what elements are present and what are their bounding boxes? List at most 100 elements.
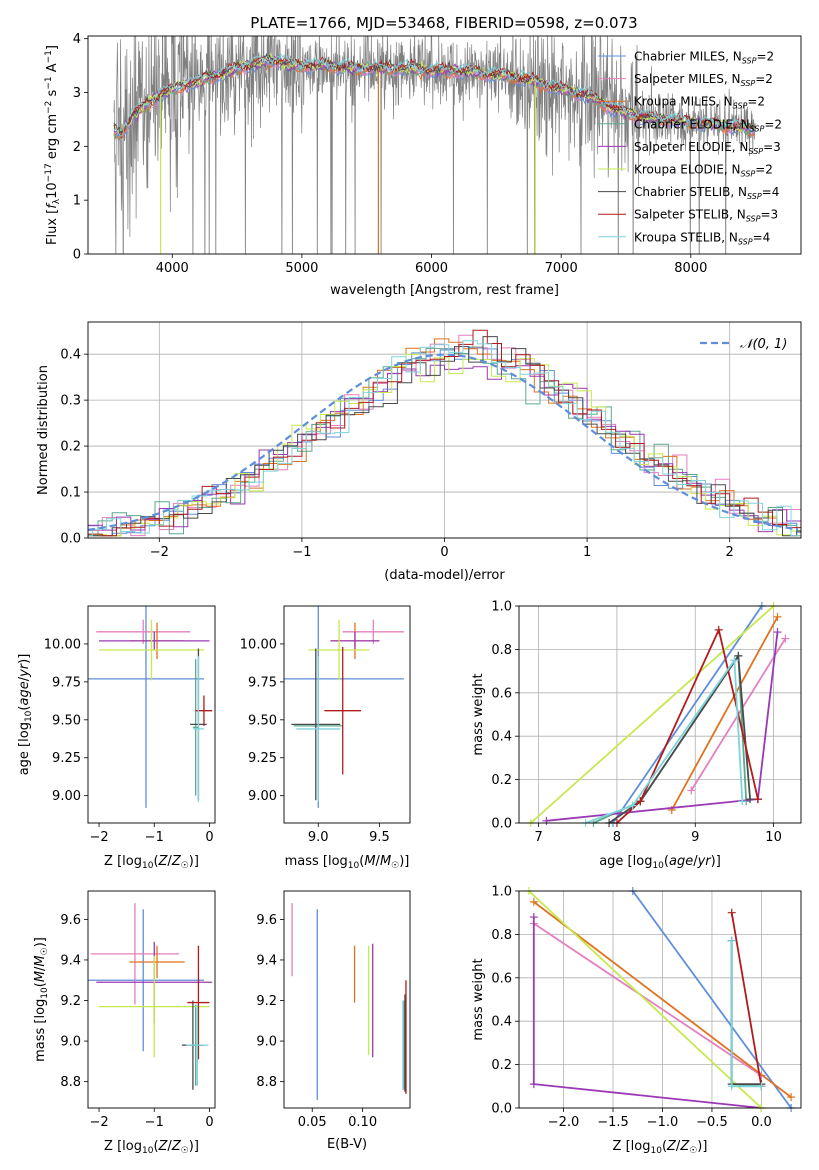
y-tick-label: 0.3	[60, 394, 81, 409]
x-tick-label: 6000	[415, 261, 448, 276]
axes-frame	[518, 890, 802, 1109]
y-axis-label: mass weight	[471, 958, 486, 1040]
histogram-chabrier-miles	[88, 347, 801, 537]
y-tick-label: 10.00	[240, 637, 277, 652]
y-tick-label: 8.8	[60, 1075, 81, 1090]
y-tick-label: 9.2	[256, 994, 277, 1009]
histogram-chabrier-elodie	[88, 346, 801, 536]
y-tick-label: 9.25	[52, 751, 81, 766]
x-tick-label: −1	[145, 830, 164, 845]
weight-marker	[542, 816, 551, 825]
y-tick-label: 0.1	[60, 486, 81, 501]
x-axis-label: (data-model)/error	[384, 568, 505, 583]
weight-line-chabrier-miles	[632, 890, 792, 1109]
x-tick-label: −1.5	[597, 1115, 629, 1130]
x-tick-label: 4000	[156, 261, 189, 276]
axes-frame	[87, 321, 802, 539]
y-tick-label: 0.0	[491, 1102, 512, 1117]
plot-area	[524, 887, 796, 1112]
legend-entry: Kroupa ELODIE, NSSP=2	[634, 163, 773, 179]
weight-line-chabrier-miles	[612, 605, 763, 824]
weight-marker	[773, 628, 782, 637]
weight-marker	[628, 801, 637, 810]
weight-line-kroupa-stelib	[585, 657, 744, 824]
x-tick-label: −2	[89, 1115, 108, 1130]
y-tick-label: 0.0	[60, 532, 81, 547]
data-spectrum	[113, 36, 756, 254]
figure-title: PLATE=1766, MJD=53468, FIBERID=0598, z=0…	[250, 14, 637, 32]
y-tick-label: 1.0	[491, 600, 512, 615]
axes-frame	[518, 605, 802, 824]
histogram-kroupa-stelib	[88, 340, 801, 537]
y-tick-label: 4	[73, 32, 81, 47]
legend-entry: Chabrier MILES, NSSP=2	[634, 50, 774, 66]
plot-area	[88, 606, 213, 808]
legend: Chabrier MILES, NSSP=2 Salpeter MILES, NS…	[598, 50, 782, 246]
axes-frame	[87, 35, 802, 255]
y-tick-label: 9.50	[248, 713, 277, 728]
x-axis-label: Z [log10(Z/Z☉)]	[104, 1139, 199, 1156]
axes-frame	[87, 605, 216, 824]
x-tick-label: 8000	[674, 261, 707, 276]
y-axis-label: age [log10(age/yr)]	[17, 654, 34, 776]
plot-area	[291, 903, 407, 1100]
legend-entry: Salpeter ELODIE, NSSP=3	[634, 140, 781, 156]
weight-line-salpeter-elodie	[546, 631, 779, 822]
residual-plot-area	[88, 329, 801, 537]
x-tick-label: 0	[440, 545, 448, 560]
legend-entry: 𝒩(0, 1)	[740, 337, 787, 352]
x-tick-label: −0.5	[696, 1115, 728, 1130]
weight-line-salpeter-stelib	[616, 627, 759, 824]
chart-spectrum: 4000 5000 6000 7000 8000 0 1 2 3 4 wavelength [Ang…	[44, 32, 802, 298]
weight-marker	[738, 797, 747, 806]
y-tick-label: 8.8	[256, 1075, 277, 1090]
y-tick-label: 9.50	[52, 713, 81, 728]
weight-marker	[687, 786, 696, 795]
plot-area	[88, 903, 213, 1090]
weight-marker	[730, 656, 739, 665]
x-axis-label: Z [log10(Z/Z☉)]	[104, 854, 199, 871]
weight-marker	[727, 1082, 736, 1091]
weight-marker	[746, 795, 755, 804]
chart-age-vs-Z: −2 −1 0 9.00 9.25 9.50 9.75 10.00 Z [log10(Z/Z☉)…	[17, 605, 216, 871]
weight-marker	[529, 1080, 538, 1089]
y-tick-label: 0.6	[491, 686, 512, 701]
weight-line-chabrier-stelib	[608, 653, 751, 824]
y-tick-label: 0.4	[491, 1015, 512, 1030]
x-tick-label: 0	[205, 1115, 213, 1130]
weight-marker	[529, 897, 538, 906]
y-tick-label: 9.2	[60, 994, 81, 1009]
weight-marker	[529, 913, 538, 922]
weight-marker	[753, 795, 762, 804]
y-tick-label: 9.6	[60, 913, 81, 928]
y-tick-label: 0.4	[60, 348, 81, 363]
weight-line-kroupa-miles	[671, 616, 779, 811]
y-tick-label: 0.8	[491, 928, 512, 943]
weight-marker	[714, 625, 723, 634]
normal-curve	[88, 353, 799, 531]
axes-frame	[283, 890, 411, 1109]
y-tick-label: 9.75	[248, 675, 277, 690]
y-tick-label: 9.6	[256, 913, 277, 928]
spectrum-plot-area	[113, 36, 756, 254]
x-tick-label: 7	[534, 830, 542, 845]
y-tick-label: 0	[73, 248, 81, 263]
x-tick-label: 0	[205, 830, 213, 845]
y-tick-label: 0.2	[491, 773, 512, 788]
weight-line-kroupa-elodie	[528, 890, 763, 1109]
y-tick-label: 9.4	[60, 953, 81, 968]
chart-weight-vs-age: 7 8 9 10 0.0 0.2 0.4 0.6 0.8 1.0 mass weight age [l…	[471, 600, 802, 871]
y-tick-label: 3	[73, 86, 81, 101]
weight-line-kroupa-elodie	[530, 605, 775, 824]
x-tick-label: 7000	[545, 261, 578, 276]
x-axis-label: mass [log10(M/M☉)]	[285, 854, 410, 871]
y-tick-label: 9.0	[60, 1035, 81, 1050]
y-tick-label: 1	[73, 194, 81, 209]
x-tick-label: 5000	[285, 261, 318, 276]
y-tick-label: 9.00	[52, 789, 81, 804]
model-kroupa-stelib	[113, 53, 755, 137]
axes-frame	[87, 890, 216, 1109]
y-tick-label: 9.75	[52, 675, 81, 690]
weight-marker	[734, 651, 743, 660]
